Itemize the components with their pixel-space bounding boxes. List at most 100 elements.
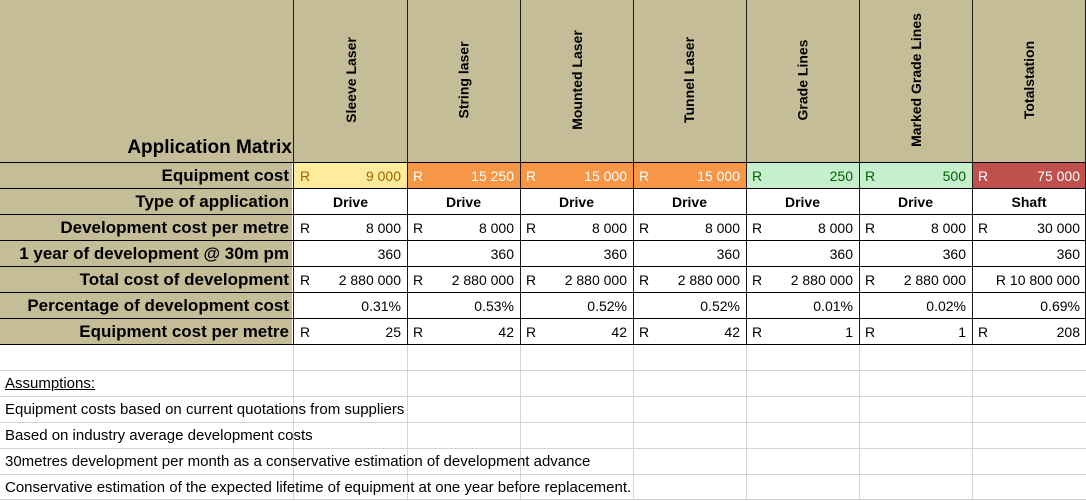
- column-header-label: Tunnel Laser: [681, 36, 698, 124]
- column-header-label: Grade Lines: [794, 39, 811, 121]
- grid-line: [0, 344, 1086, 345]
- year-dev-value: 360: [1056, 246, 1080, 262]
- per-metre-value: 25: [385, 324, 401, 340]
- percentage-value: 0.53%: [474, 298, 514, 314]
- column-header-label: Mounted Laser: [568, 30, 585, 130]
- grid-line: [0, 474, 1086, 475]
- column-header: Mounted Laser: [520, 0, 633, 160]
- dev-cost-value: 8 000: [817, 220, 853, 236]
- currency-label: R: [752, 324, 763, 340]
- currency-label: R: [413, 220, 424, 236]
- grid-line: [293, 0, 294, 345]
- total-cost-value: 2 880 000: [451, 272, 514, 288]
- year-dev-value: 360: [942, 246, 966, 262]
- application-type: Drive: [671, 194, 708, 210]
- equipment-cost-cell[interactable]: [407, 163, 520, 189]
- currency-label: R: [865, 168, 876, 184]
- equipment-cost-value: 75 000: [1037, 168, 1080, 184]
- per-metre-value: 1: [845, 324, 853, 340]
- column-header: Sleeve Laser: [294, 0, 407, 160]
- percentage-value: 0.02%: [926, 298, 966, 314]
- grid-line: [633, 0, 634, 345]
- equipment-cost-cell[interactable]: [294, 163, 407, 189]
- equipment-cost-cell[interactable]: [859, 163, 972, 189]
- currency-label: R: [978, 324, 989, 340]
- column-header: Marked Grade Lines: [859, 0, 972, 160]
- year-dev-value: 360: [829, 246, 853, 262]
- assumption-item: Based on industry average development co…: [5, 427, 313, 444]
- year-dev-value: 360: [603, 246, 627, 262]
- application-type: Drive: [558, 194, 595, 210]
- application-type: Drive: [784, 194, 821, 210]
- application-type: Drive: [332, 194, 369, 210]
- currency-label: R: [978, 220, 989, 236]
- currency-label: R: [639, 220, 650, 236]
- grid-line: [972, 0, 973, 345]
- per-metre-value: 1: [958, 324, 966, 340]
- currency-label: R: [752, 168, 763, 184]
- column-header: Grade Lines: [746, 0, 859, 160]
- equipment-cost-cell[interactable]: [746, 163, 859, 189]
- percentage-value: 0.31%: [361, 298, 401, 314]
- percentage-value: 0.01%: [813, 298, 853, 314]
- equipment-cost-value: 15 000: [584, 168, 627, 184]
- currency-label: R: [526, 324, 537, 340]
- row-label-dev-cost: Development cost per metre: [0, 215, 292, 241]
- assumption-item: Conservative estimation of the expected …: [5, 479, 632, 496]
- currency-label: R: [413, 168, 424, 184]
- column-header: String laser: [407, 0, 520, 160]
- assumptions-heading: Assumptions:: [5, 375, 96, 392]
- row-label-equipment-cost: Equipment cost: [0, 163, 292, 189]
- equipment-cost-cell[interactable]: [972, 163, 1086, 189]
- column-header-label: String laser: [455, 41, 472, 119]
- row-label-per-metre: Equipment cost per metre: [0, 319, 292, 345]
- equipment-cost-cell[interactable]: [520, 163, 633, 189]
- grid-line: [0, 162, 1086, 163]
- currency-label: R: [752, 220, 763, 236]
- currency-label: R: [978, 168, 989, 184]
- assumption-item: 30metres development per month as a cons…: [5, 453, 591, 470]
- grid-line: [0, 240, 1086, 241]
- total-cost-value: 2 880 000: [790, 272, 853, 288]
- per-metre-value: 42: [498, 324, 514, 340]
- dev-cost-value: 8 000: [704, 220, 740, 236]
- per-metre-value: 42: [611, 324, 627, 340]
- grid-line: [859, 0, 860, 345]
- grid-line: [0, 448, 1086, 449]
- percentage-value: 0.52%: [587, 298, 627, 314]
- currency-label: R: [639, 272, 650, 288]
- grid-line: [407, 0, 408, 345]
- grid-line: [0, 266, 1086, 267]
- year-dev-value: 360: [377, 246, 401, 262]
- percentage-value: 0.69%: [1040, 298, 1080, 314]
- grid-line: [0, 370, 1086, 371]
- equipment-cost-value: 9 000: [365, 168, 401, 184]
- application-type: Drive: [897, 194, 934, 210]
- year-dev-value: 360: [716, 246, 740, 262]
- grid-line: [0, 188, 1086, 189]
- total-cost-value: 2 880 000: [564, 272, 627, 288]
- total-cost-value: R 10 800 000: [995, 272, 1080, 288]
- currency-label: R: [639, 324, 650, 340]
- row-label-type: Type of application: [0, 189, 292, 215]
- currency-label: R: [865, 220, 876, 236]
- grid-line: [0, 214, 1086, 215]
- currency-label: R: [865, 324, 876, 340]
- currency-label: R: [300, 272, 311, 288]
- dev-cost-value: 30 000: [1037, 220, 1080, 236]
- row-label-total-cost: Total cost of development: [0, 267, 292, 293]
- grid-line: [746, 0, 747, 345]
- equipment-cost-value: 500: [942, 168, 966, 184]
- equipment-cost-cell[interactable]: [633, 163, 746, 189]
- per-metre-value: 42: [724, 324, 740, 340]
- dev-cost-value: 8 000: [478, 220, 514, 236]
- currency-label: R: [639, 168, 650, 184]
- matrix-title: Application Matrix: [127, 137, 292, 158]
- equipment-cost-value: 15 250: [471, 168, 514, 184]
- per-metre-value: 208: [1056, 324, 1080, 340]
- column-header-label: Marked Grade Lines: [907, 13, 924, 147]
- column-header: Tunnel Laser: [633, 0, 746, 160]
- currency-label: R: [300, 168, 311, 184]
- grid-line: [0, 396, 1086, 397]
